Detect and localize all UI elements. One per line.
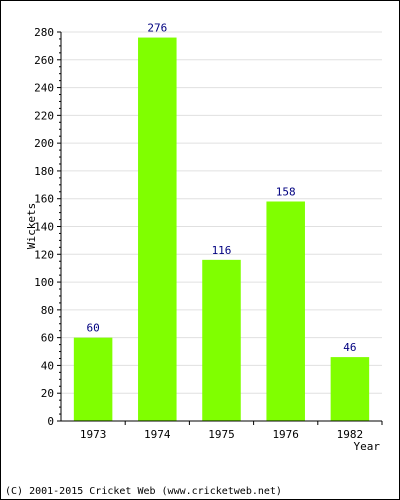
bar [202,259,241,421]
data-labels: 60 276 116 158 46 [86,22,356,355]
y-tick-label: 260 [34,54,54,67]
y-tick-label: 60 [41,332,54,345]
y-tick-label: 200 [34,137,54,150]
y-tick-label: 140 [34,221,54,234]
axes [57,31,383,425]
x-tick-label: 1976 [272,428,299,441]
y-tick-label: 220 [34,109,54,122]
x-tick-labels: 1973 1974 1975 1976 1982 [80,428,363,441]
data-label: 60 [86,322,99,335]
data-label: 116 [212,244,232,257]
x-tick-label: 1974 [144,428,171,441]
bar [330,357,370,421]
x-tick-label: 1982 [337,428,364,441]
y-tick-label: 100 [34,276,54,289]
copyright-text: (C) 2001-2015 Cricket Web (www.cricketwe… [5,486,282,497]
y-tick-label: 240 [34,82,54,95]
y-tick-label: 40 [41,359,54,372]
y-axis-label: Wickets [25,203,38,249]
bars [73,37,370,422]
data-label: 276 [147,22,167,35]
bar [138,37,177,422]
data-label: 158 [276,185,296,198]
x-tick-label: 1975 [208,428,235,441]
data-label: 46 [343,341,356,354]
y-tick-label: 0 [47,415,54,428]
y-tick-labels: 0 20 40 60 80 100 120 140 160 180 200 220 240 260 280 [34,26,54,428]
y-tick-label: 280 [34,26,54,39]
y-tick-label: 20 [41,387,54,400]
y-tick-label: 80 [41,304,54,317]
bar [266,201,305,421]
x-tick-label: 1973 [80,428,107,441]
bar [73,337,113,421]
x-axis-label: Year [354,440,381,453]
bar-chart: 020406080100120140160180200220240260280 … [25,22,383,453]
y-tick-label: 120 [34,248,54,261]
y-tick-label: 160 [34,193,54,206]
y-tick-label: 180 [34,165,54,178]
